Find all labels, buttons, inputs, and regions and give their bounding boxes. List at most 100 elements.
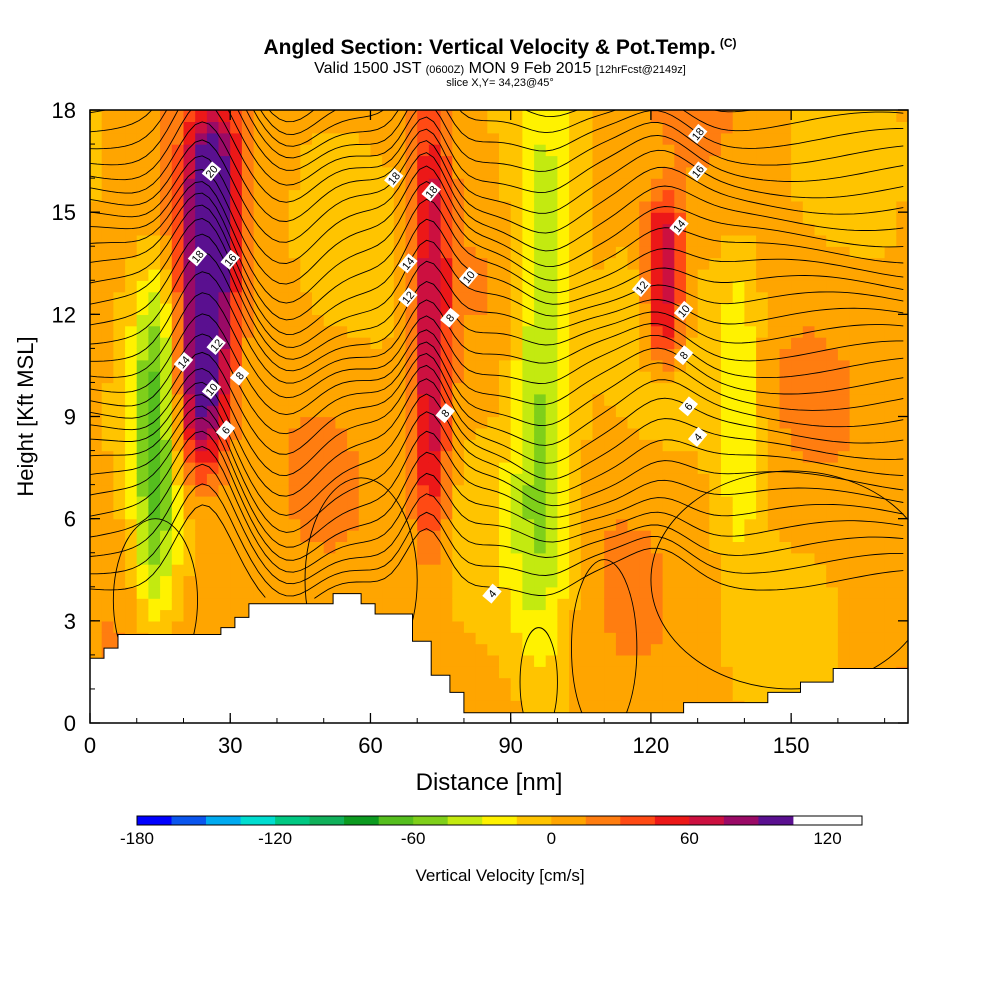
velocity-cell [499, 416, 512, 429]
velocity-cell [218, 552, 231, 565]
velocity-cell [709, 314, 722, 327]
velocity-cell [148, 314, 161, 327]
velocity-cell [639, 189, 652, 202]
velocity-cell [405, 178, 418, 191]
velocity-cell [592, 450, 605, 463]
colorbar-tick-label: -180 [120, 829, 154, 848]
velocity-cell [136, 416, 149, 429]
velocity-cell [569, 303, 582, 315]
velocity-cell [136, 405, 149, 418]
velocity-cell [697, 246, 710, 259]
colorbar-swatch [516, 816, 552, 825]
velocity-cell [896, 461, 908, 474]
velocity-cell [791, 303, 804, 315]
velocity-cell [499, 348, 512, 361]
velocity-cell [265, 552, 278, 565]
velocity-cell [440, 450, 453, 463]
velocity-cell [779, 303, 792, 315]
velocity-cell [370, 291, 383, 304]
velocity-cell [884, 132, 897, 145]
velocity-cell [499, 144, 512, 157]
velocity-cell [382, 507, 395, 520]
velocity-cell [101, 246, 114, 259]
velocity-cell [545, 178, 558, 191]
velocity-cell [592, 280, 605, 293]
velocity-cell [872, 166, 886, 179]
velocity-cell [428, 439, 442, 452]
velocity-cell [697, 291, 710, 304]
velocity-cell [837, 564, 851, 577]
velocity-cell [312, 461, 325, 474]
velocity-cell [101, 359, 114, 372]
velocity-cell [534, 666, 547, 679]
velocity-cell [557, 303, 570, 315]
velocity-cell [721, 359, 734, 372]
y-tick-label: 9 [64, 405, 76, 430]
velocity-cell [721, 541, 734, 554]
velocity-cell [405, 405, 418, 418]
velocity-cell [674, 439, 687, 452]
velocity-cell [487, 564, 500, 577]
velocity-cell [557, 110, 570, 122]
velocity-cell [744, 439, 757, 452]
velocity-cell [101, 473, 114, 486]
velocity-cell [639, 632, 652, 645]
velocity-cell [802, 212, 816, 225]
velocity-cell [732, 632, 745, 645]
velocity-cell [522, 234, 535, 247]
velocity-cell [510, 461, 523, 474]
velocity-cell [452, 166, 465, 179]
velocity-cell [732, 654, 745, 667]
velocity-cell [300, 337, 313, 349]
velocity-cell [709, 280, 722, 293]
velocity-cell [756, 291, 769, 304]
velocity-cell [604, 393, 617, 406]
velocity-cell [802, 473, 816, 486]
velocity-cell [861, 325, 874, 338]
velocity-cell [452, 439, 465, 452]
velocity-cell [721, 552, 734, 565]
velocity-cell [347, 246, 360, 259]
velocity-cell [639, 541, 652, 554]
velocity-cell [791, 132, 804, 145]
velocity-cell [265, 314, 278, 327]
velocity-cell [721, 212, 734, 225]
velocity-cell [452, 575, 465, 588]
velocity-cell [744, 643, 757, 656]
velocity-cell [393, 552, 407, 565]
velocity-cell [265, 450, 278, 463]
velocity-cell [837, 110, 851, 122]
velocity-cell [417, 620, 430, 633]
velocity-cell [195, 144, 208, 157]
velocity-cell [545, 439, 558, 452]
velocity-cell [347, 110, 360, 122]
velocity-cell [615, 598, 629, 611]
velocity-cell [277, 393, 290, 406]
velocity-cell [569, 484, 582, 497]
velocity-cell [756, 280, 769, 293]
velocity-cell [171, 598, 185, 611]
velocity-cell [253, 586, 266, 599]
velocity-cell [779, 518, 792, 531]
velocity-cell [90, 575, 103, 588]
velocity-cell [639, 314, 652, 327]
velocity-cell [171, 325, 185, 338]
velocity-cell [639, 654, 652, 667]
velocity-cell [510, 110, 523, 122]
velocity-cell [639, 530, 652, 542]
isotherm-label-bg [673, 345, 694, 366]
velocity-cell [802, 359, 816, 372]
velocity-cell [241, 110, 255, 122]
velocity-cell [136, 348, 149, 361]
velocity-cell [347, 348, 360, 361]
velocity-cell [580, 450, 594, 463]
velocity-cell [814, 507, 827, 520]
velocity-cell [709, 643, 722, 656]
velocity-cell [674, 677, 687, 690]
velocity-cell [837, 314, 851, 327]
velocity-cell [872, 303, 886, 315]
velocity-cell [440, 280, 453, 293]
velocity-cell [475, 144, 488, 157]
velocity-cell [382, 518, 395, 531]
velocity-cell [265, 530, 278, 542]
